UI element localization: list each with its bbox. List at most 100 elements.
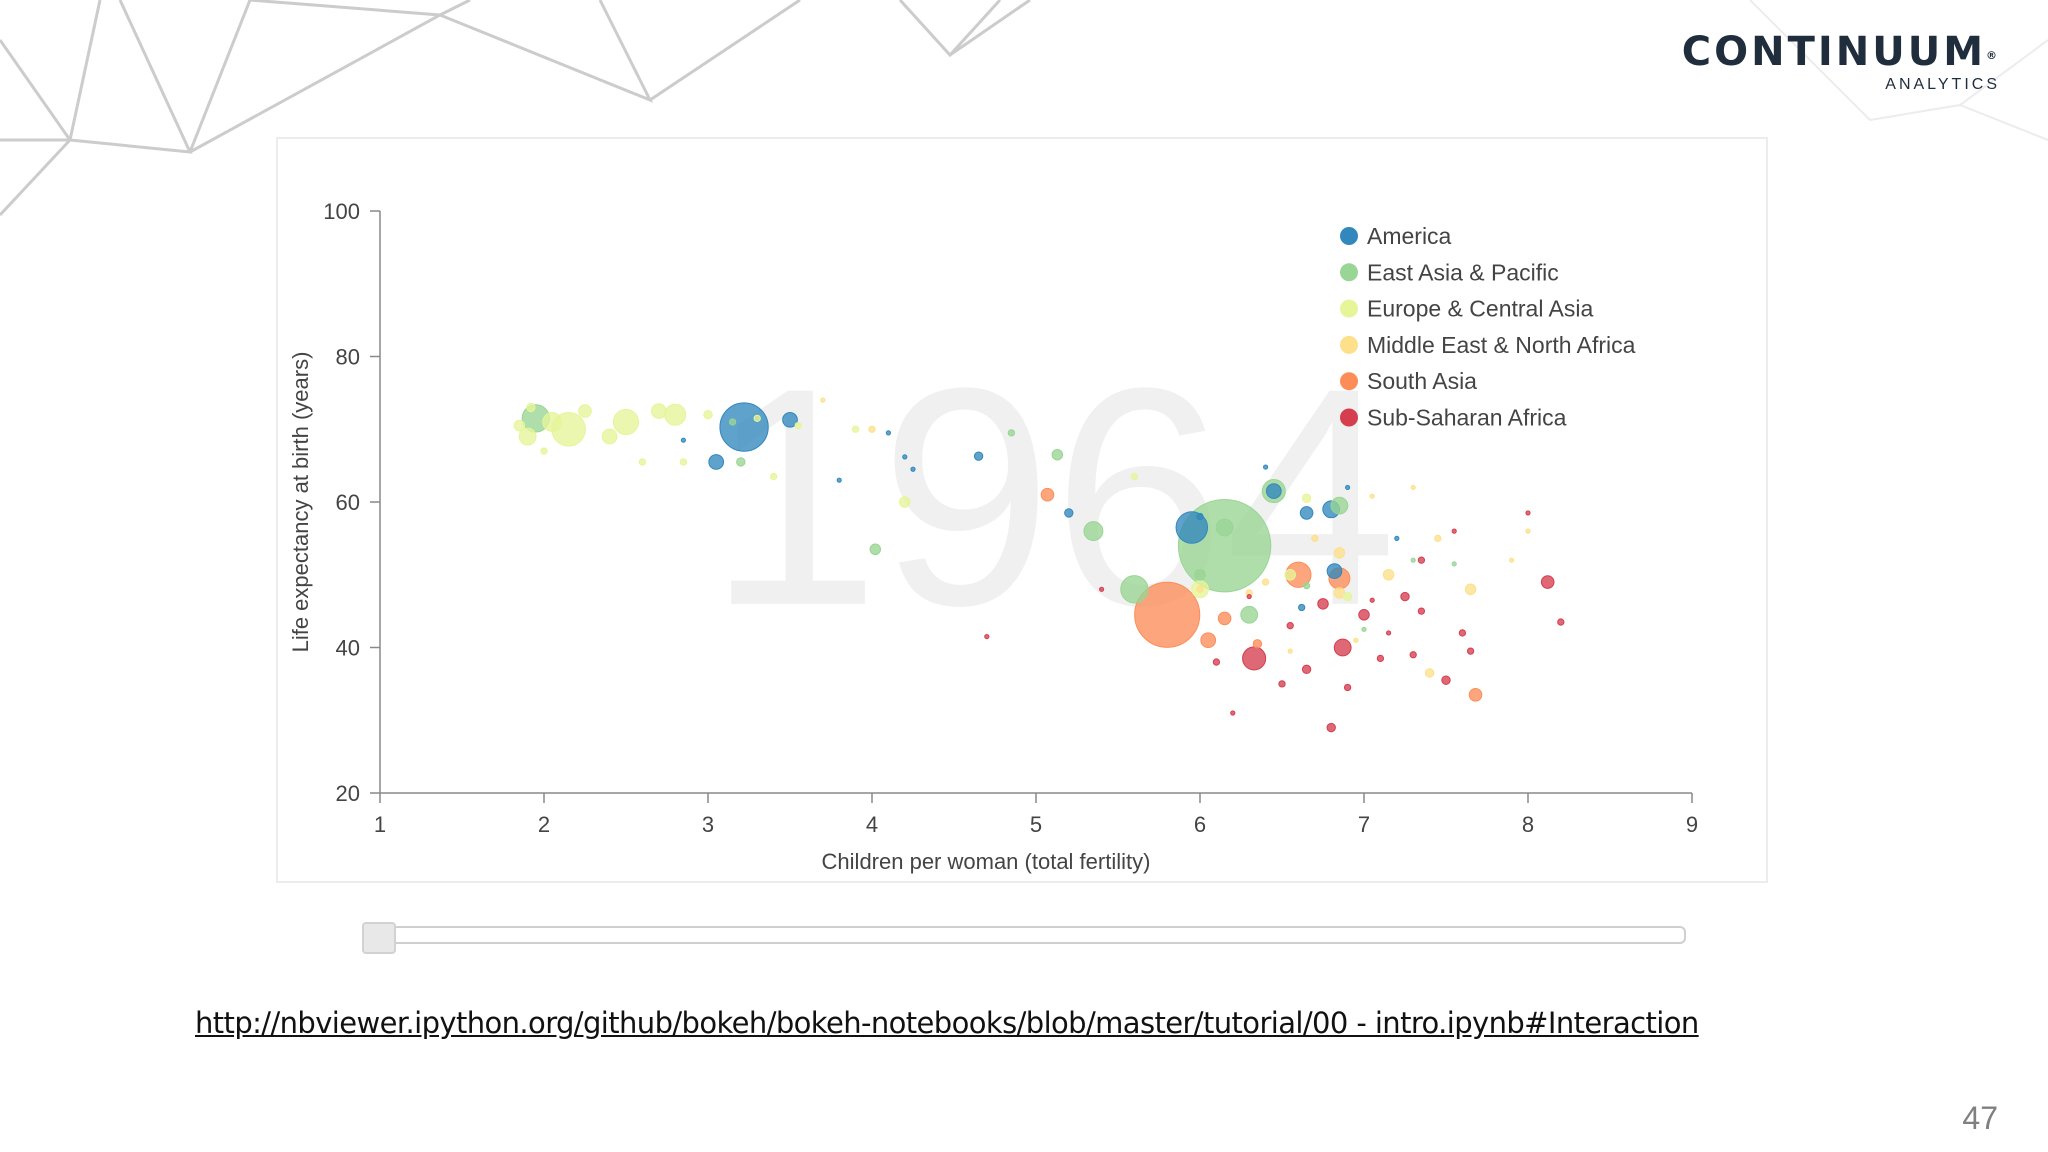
bubble-point[interactable] <box>612 408 640 436</box>
bubble-point[interactable] <box>1557 618 1565 626</box>
bubble-point[interactable] <box>1265 483 1282 499</box>
bubble-point[interactable] <box>1540 575 1555 589</box>
bubble-point[interactable] <box>703 410 713 420</box>
bubble-point[interactable] <box>782 411 798 428</box>
bubble-point[interactable] <box>1417 556 1426 564</box>
bubble-point[interactable] <box>1317 598 1329 610</box>
bubble-point[interactable] <box>1286 622 1294 630</box>
bubble-point[interactable] <box>1287 648 1293 654</box>
bubble-point[interactable] <box>885 430 892 436</box>
bubble-point[interactable] <box>736 457 746 467</box>
bubble-point[interactable] <box>1343 683 1352 692</box>
bubble-point[interactable] <box>1342 591 1353 602</box>
bubble-point[interactable] <box>1525 510 1531 516</box>
bubble-point[interactable] <box>1410 484 1416 491</box>
bubble-point[interactable] <box>1464 583 1477 596</box>
bubble-point[interactable] <box>1230 710 1236 716</box>
bubble-point[interactable] <box>1353 637 1359 643</box>
bubble-point[interactable] <box>650 403 667 419</box>
bubble-point[interactable] <box>1007 429 1016 437</box>
bubble-point[interactable] <box>1240 605 1259 624</box>
bubble-point[interactable] <box>679 458 688 466</box>
year-slider-handle[interactable] <box>362 922 396 954</box>
bubble-point[interactable] <box>1040 487 1055 502</box>
bubble-point[interactable] <box>1525 528 1531 534</box>
bubble-point[interactable] <box>902 454 908 460</box>
bubble-point[interactable] <box>1417 607 1426 615</box>
bubble-point[interactable] <box>601 428 618 445</box>
bubble-point[interactable] <box>851 425 860 433</box>
bubble-point[interactable] <box>1361 626 1367 632</box>
bubble-point[interactable] <box>638 458 647 466</box>
bubble-point[interactable] <box>1064 508 1074 518</box>
bubble-point[interactable] <box>1311 534 1319 543</box>
bubble-point[interactable] <box>1369 493 1375 499</box>
bubble-point[interactable] <box>1242 646 1267 671</box>
bubble-point[interactable] <box>1410 557 1416 563</box>
bubble-point[interactable] <box>1358 609 1370 621</box>
bubble-point[interactable] <box>1194 569 1206 581</box>
bubble-point[interactable] <box>836 477 842 483</box>
bubble-point[interactable] <box>1301 493 1312 504</box>
bubble-point[interactable] <box>1376 654 1385 663</box>
bubble-point[interactable] <box>1196 585 1204 593</box>
bubble-point[interactable] <box>1458 629 1467 637</box>
bubble-point[interactable] <box>708 454 725 470</box>
bubble-point[interactable] <box>1298 603 1306 612</box>
bubble-point[interactable] <box>1382 569 1395 581</box>
bubble-point[interactable] <box>1345 484 1351 491</box>
bubble-point[interactable] <box>869 543 882 556</box>
bubble-point[interactable] <box>1196 512 1204 521</box>
bubble-point[interactable] <box>1252 639 1263 649</box>
bubble-point[interactable] <box>1333 638 1352 657</box>
bubble-point[interactable] <box>1466 647 1475 655</box>
bubble-point[interactable] <box>680 437 686 443</box>
bubble-point[interactable] <box>1441 675 1451 685</box>
bubble-point[interactable] <box>984 633 990 640</box>
bubble-point[interactable] <box>1333 547 1346 559</box>
bubble-point[interactable] <box>1451 528 1457 534</box>
bubble-point[interactable] <box>1301 664 1312 675</box>
bubble-point[interactable] <box>910 466 916 472</box>
bubble-point[interactable] <box>1278 680 1286 688</box>
bubble-point[interactable] <box>1326 563 1343 579</box>
year-slider-track[interactable] <box>362 926 1686 944</box>
bubble-point[interactable] <box>1424 668 1435 678</box>
notebook-url-link[interactable]: http://nbviewer.ipython.org/github/bokeh… <box>195 1006 1699 1040</box>
year-slider[interactable] <box>362 922 1686 954</box>
bubble-point[interactable] <box>1386 630 1392 636</box>
bubble-point[interactable] <box>1215 518 1234 537</box>
bubble-point[interactable] <box>1369 597 1375 603</box>
bubble-point[interactable] <box>1134 581 1201 648</box>
bubble-point[interactable] <box>1299 506 1314 520</box>
bubble-point[interactable] <box>578 404 592 418</box>
bubble-point[interactable] <box>542 412 563 432</box>
bubble-point[interactable] <box>1302 582 1311 590</box>
bubble-point[interactable] <box>973 451 984 461</box>
bubble-point[interactable] <box>868 425 876 433</box>
bubble-point[interactable] <box>664 403 687 426</box>
bubble-point[interactable] <box>769 472 778 481</box>
bubble-point[interactable] <box>1451 561 1457 567</box>
bubble-point[interactable] <box>1083 521 1104 542</box>
bubble-point[interactable] <box>794 421 802 430</box>
bubble-point[interactable] <box>1261 578 1270 586</box>
bubble-point[interactable] <box>1400 591 1410 602</box>
bubble-point[interactable] <box>1284 569 1296 581</box>
bubble-point[interactable] <box>526 402 536 413</box>
bubble-point[interactable] <box>513 419 526 432</box>
bubble-point[interactable] <box>820 397 826 403</box>
bubble-point[interactable] <box>1099 586 1105 592</box>
bubble-point[interactable] <box>1326 722 1336 733</box>
bubble-point[interactable] <box>1509 557 1515 563</box>
bubble-point[interactable] <box>1263 464 1269 470</box>
bubble-point[interactable] <box>518 427 537 446</box>
bubble-point[interactable] <box>1212 658 1221 666</box>
bubble-point[interactable] <box>540 447 548 455</box>
bubble-point[interactable] <box>899 496 911 508</box>
bubble-point[interactable] <box>1120 575 1149 604</box>
bubble-point[interactable] <box>1200 632 1217 649</box>
bubble-point[interactable] <box>1217 611 1232 626</box>
bubble-point[interactable] <box>1246 593 1252 600</box>
bubble-point[interactable] <box>1130 472 1139 481</box>
